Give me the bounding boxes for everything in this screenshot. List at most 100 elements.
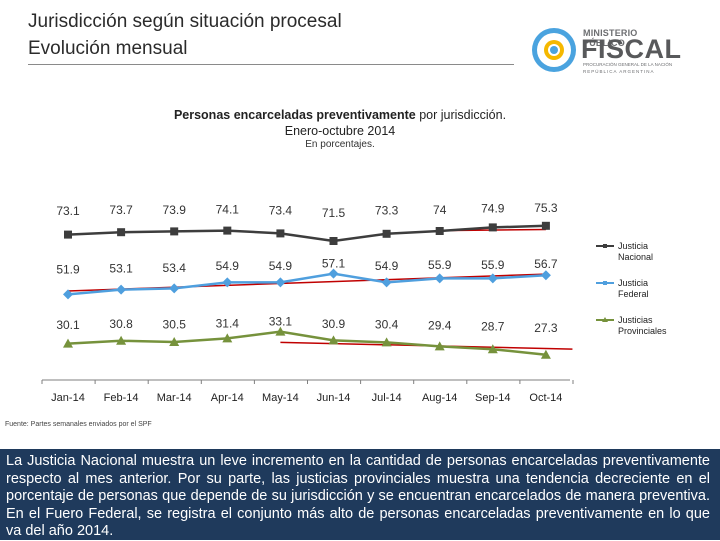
- legend-label: Nacional: [618, 252, 653, 262]
- data-point: [275, 277, 286, 288]
- fiscal-logo: MINISTERIO PÚBLICO FISCAL PROCURACIÓN GE…: [527, 22, 681, 78]
- logo-line-1: MINISTERIO PÚBLICO: [583, 28, 638, 48]
- title-divider: [28, 64, 514, 65]
- data-point: [487, 344, 498, 354]
- data-label: 73.1: [56, 204, 80, 218]
- legend-label: Provinciales: [618, 326, 667, 336]
- data-label: 74: [433, 203, 447, 217]
- x-tick-label: Jun-14: [317, 392, 351, 404]
- data-label: 57.1: [322, 256, 346, 270]
- source-note: Fuente: Partes semanales enviados por el…: [5, 421, 152, 428]
- data-label: 56.7: [534, 257, 558, 271]
- data-label: 30.4: [375, 318, 399, 332]
- legend-marker: [602, 317, 608, 322]
- data-point: [64, 230, 72, 239]
- legend-label: Justicia: [618, 278, 648, 288]
- data-point: [488, 223, 497, 232]
- data-point: [381, 337, 392, 347]
- legend-marker: [603, 244, 607, 248]
- data-label: 53.1: [109, 261, 133, 275]
- legend-label: Federal: [618, 289, 649, 299]
- x-tick-label: Aug-14: [422, 392, 457, 404]
- data-label: 31.4: [216, 316, 240, 330]
- data-point: [382, 229, 391, 238]
- data-point: [541, 221, 550, 230]
- x-tick-label: Apr-14: [211, 392, 244, 404]
- logo-line-4: REPÚBLICA ARGENTINA: [583, 69, 655, 74]
- data-point: [222, 333, 233, 343]
- data-label: 73.9: [163, 203, 187, 217]
- data-label: 30.1: [56, 318, 80, 332]
- data-label: 55.9: [428, 258, 452, 272]
- x-tick-label: May-14: [262, 392, 299, 404]
- data-point: [276, 229, 285, 238]
- x-tick-label: Jul-14: [372, 392, 402, 404]
- data-point: [328, 335, 339, 345]
- data-label: 30.8: [109, 317, 133, 331]
- legend-label: Justicias: [618, 315, 653, 325]
- data-label: 29.4: [428, 319, 452, 333]
- data-point: [540, 349, 551, 359]
- data-label: 75.3: [534, 201, 558, 215]
- data-point: [487, 273, 498, 284]
- series-line: [67, 224, 546, 243]
- title-line-2: Evolución mensual: [28, 38, 188, 59]
- data-point: [275, 326, 286, 336]
- data-point: [169, 337, 180, 346]
- data-label: 74.1: [216, 203, 240, 217]
- data-label: 73.7: [109, 203, 133, 217]
- line-chart: Jan-14 Feb-14 Mar-14 Apr-14 May-14 Jun-14 Jul-…: [41, 201, 667, 404]
- data-point: [117, 228, 126, 237]
- data-point: [434, 341, 445, 351]
- data-label: 51.9: [56, 263, 80, 277]
- x-tick-label: Jan-14: [51, 392, 85, 404]
- sun-emblem-icon: [532, 28, 576, 72]
- chart-title-rest: por jurisdicción.: [415, 108, 507, 122]
- x-tick-label: Feb-14: [104, 392, 139, 404]
- x-tick-label: Oct-14: [529, 392, 562, 404]
- chart-title: Personas encarceladas preventivamente po…: [0, 107, 680, 139]
- data-label: 54.9: [269, 259, 293, 273]
- data-point: [434, 273, 445, 284]
- data-label: 53.4: [163, 261, 187, 275]
- data-point: [540, 270, 551, 281]
- x-tick-label: Mar-14: [157, 392, 192, 404]
- page-title: Jurisdicción según situación procesal Ev…: [28, 8, 342, 62]
- summary-panel: La Justicia Nacional muestra un leve inc…: [0, 449, 720, 540]
- chart-title-line-2: Enero-octubre 2014: [284, 124, 396, 138]
- data-point: [169, 283, 180, 294]
- data-label: 30.5: [163, 317, 187, 331]
- data-point: [381, 277, 392, 288]
- data-label: 33.1: [269, 314, 293, 328]
- data-point: [435, 227, 444, 235]
- chart-subtitle: En porcentajes.: [305, 139, 375, 150]
- series-line: [67, 272, 546, 296]
- data-point: [329, 237, 338, 245]
- data-label: 28.7: [481, 320, 505, 334]
- data-label: 54.9: [216, 259, 240, 273]
- data-point: [63, 338, 73, 348]
- data-label: 27.3: [534, 321, 558, 335]
- data-label: 30.9: [322, 317, 346, 331]
- data-point: [116, 284, 127, 295]
- series-line: [67, 330, 547, 357]
- summary-text: La Justicia Nacional muestra un leve inc…: [6, 453, 710, 539]
- data-point: [222, 277, 233, 288]
- data-point: [63, 289, 73, 300]
- data-point: [170, 227, 179, 236]
- logo-line-3: PROCURACIÓN GENERAL DE LA NACIÓN: [583, 62, 673, 67]
- data-label: 73.4: [269, 204, 293, 218]
- data-point: [328, 268, 339, 279]
- data-point: [116, 335, 127, 345]
- data-label: 54.9: [375, 259, 399, 273]
- title-line-1: Jurisdicción según situación procesal: [28, 11, 342, 32]
- data-label: 71.5: [322, 206, 346, 220]
- data-label: 74.9: [481, 202, 505, 216]
- data-label: 73.3: [375, 204, 399, 218]
- legend-label: Justicia: [618, 241, 648, 251]
- data-label: 55.9: [481, 258, 505, 272]
- chart-title-bold: Personas encarceladas preventivamente: [173, 108, 416, 122]
- data-point: [223, 226, 232, 235]
- logo-line-2: FISCAL: [581, 34, 682, 64]
- legend-marker: [603, 281, 607, 285]
